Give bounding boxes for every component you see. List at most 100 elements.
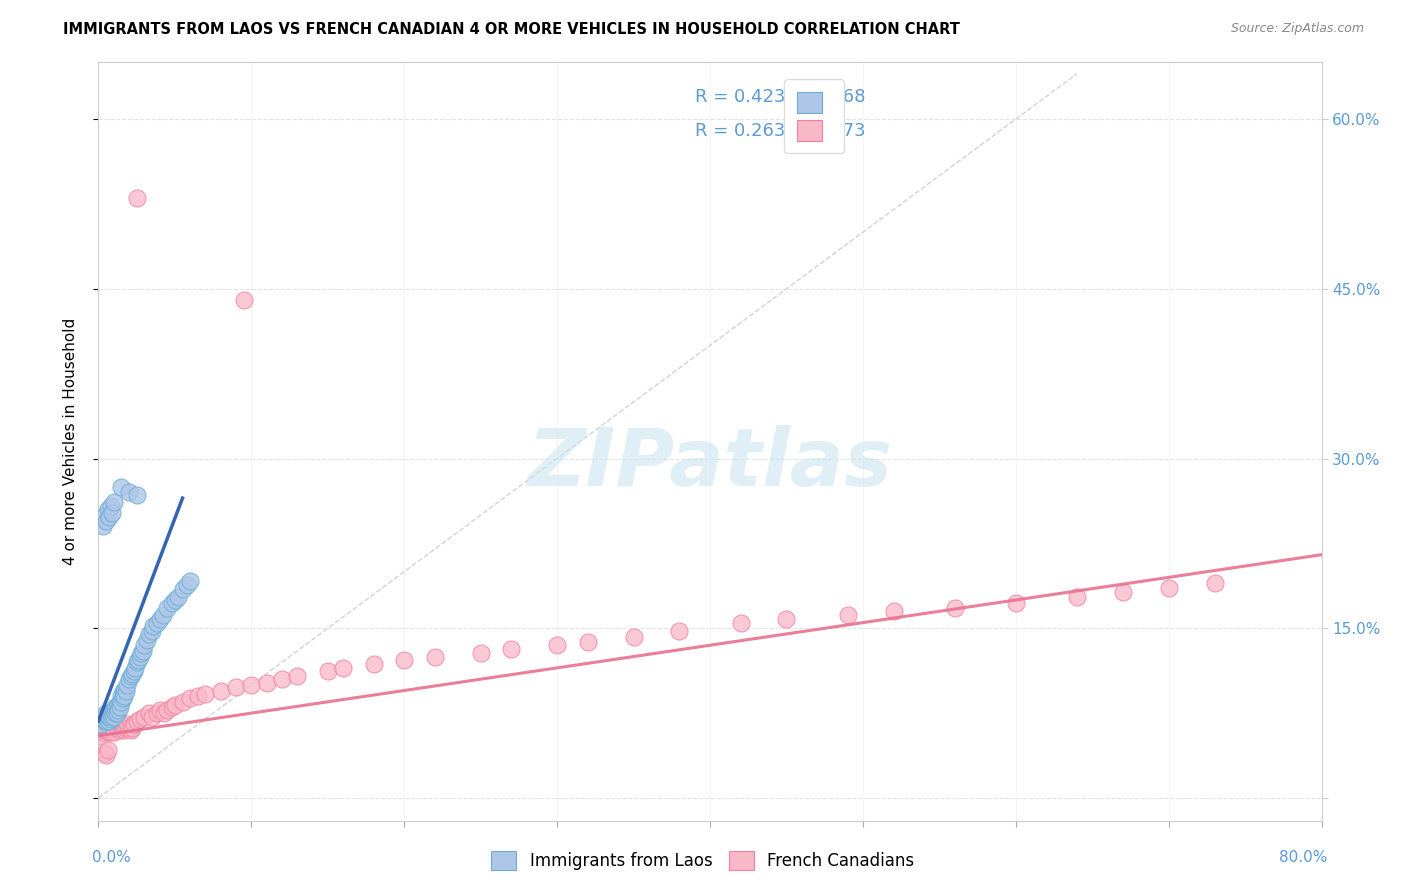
Point [128, 649, 150, 664]
Point [134, 638, 156, 652]
Point [125, 488, 148, 502]
Point [103, 494, 125, 508]
Point [112, 689, 135, 703]
Point [943, 600, 966, 615]
Point [103, 709, 125, 723]
Point [141, 709, 163, 723]
Point [120, 723, 142, 738]
Point [163, 698, 186, 713]
Point [122, 717, 145, 731]
Point [125, 655, 148, 669]
Point [93, 508, 115, 522]
Point [97, 502, 120, 516]
Point [730, 615, 752, 630]
Point [576, 635, 599, 649]
Point [149, 612, 172, 626]
Point [100, 725, 122, 739]
Point [470, 646, 492, 660]
Point [91, 725, 114, 739]
Point [187, 689, 209, 703]
Point [1004, 596, 1026, 610]
Point [94, 747, 117, 762]
Point [98, 725, 121, 739]
Point [110, 689, 132, 703]
Point [117, 717, 139, 731]
Point [98, 709, 121, 723]
Point [101, 709, 124, 723]
Point [136, 632, 159, 647]
Point [423, 649, 446, 664]
Text: R = 0.263   N = 73: R = 0.263 N = 73 [696, 121, 866, 140]
Point [100, 712, 122, 726]
Point [501, 641, 523, 656]
Point [209, 683, 232, 698]
Point [152, 607, 174, 622]
Point [121, 666, 143, 681]
Point [111, 683, 134, 698]
Point [232, 293, 254, 307]
Point [138, 706, 160, 720]
Point [93, 709, 115, 723]
Point [108, 723, 131, 738]
Point [118, 721, 141, 735]
Point [111, 691, 134, 706]
Point [91, 712, 114, 726]
Point [118, 485, 141, 500]
Point [97, 743, 120, 757]
Point [167, 590, 190, 604]
Point [121, 721, 143, 735]
Point [125, 191, 148, 205]
Point [1066, 590, 1088, 604]
Point [128, 712, 150, 726]
Point [115, 721, 138, 735]
Point [94, 717, 117, 731]
Point [91, 519, 114, 533]
Point [93, 714, 115, 728]
Point [142, 619, 165, 633]
Point [160, 596, 183, 610]
Point [97, 723, 120, 738]
Point [125, 714, 148, 728]
Point [110, 717, 132, 731]
Point [115, 683, 138, 698]
Point [93, 746, 115, 760]
Point [285, 669, 308, 683]
Point [363, 657, 385, 672]
Point [172, 695, 194, 709]
Point [156, 600, 179, 615]
Point [1157, 581, 1180, 595]
Point [141, 624, 163, 638]
Point [110, 695, 132, 709]
Point [100, 706, 122, 720]
Point [145, 615, 167, 630]
Point [129, 646, 152, 660]
Point [134, 709, 156, 723]
Point [97, 717, 120, 731]
Point [98, 721, 121, 735]
Point [179, 574, 201, 588]
Point [97, 712, 120, 726]
Point [110, 480, 132, 494]
Text: 0.0%: 0.0% [93, 850, 131, 865]
Point [104, 717, 127, 731]
Point [546, 638, 568, 652]
Point [225, 680, 247, 694]
Point [94, 723, 117, 738]
Legend: , : , [785, 79, 844, 153]
Point [270, 672, 292, 686]
Point [90, 717, 112, 731]
Point [118, 672, 141, 686]
Point [103, 725, 125, 739]
Point [172, 582, 194, 596]
Point [100, 499, 122, 513]
Point [107, 703, 129, 717]
Point [101, 706, 124, 720]
Point [256, 675, 278, 690]
Point [105, 721, 128, 735]
Text: ZIPatlas: ZIPatlas [527, 425, 893, 503]
Point [163, 593, 186, 607]
Point [176, 578, 198, 592]
Point [156, 703, 179, 717]
Point [101, 721, 124, 735]
Point [93, 723, 115, 738]
